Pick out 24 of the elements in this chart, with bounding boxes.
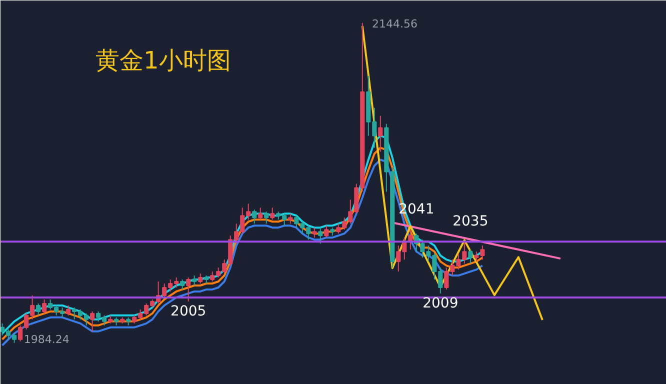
candlestick — [270, 207, 275, 220]
annotation: 2144.56 — [372, 17, 418, 30]
text: 黄金1小时图 — [96, 46, 231, 74]
candlestick — [36, 302, 41, 316]
candlestick — [324, 225, 329, 238]
candlestick — [42, 298, 47, 314]
annotation: 2035 — [452, 214, 488, 230]
candlestick — [264, 211, 269, 224]
candlestick — [258, 207, 263, 220]
candlestick — [288, 213, 293, 224]
candlestick — [192, 275, 197, 286]
candlestick — [378, 115, 383, 152]
candlestick — [66, 304, 71, 316]
annotation: 2005 — [170, 303, 206, 320]
candlestick — [90, 310, 95, 332]
candlestick — [180, 279, 185, 290]
candlestick — [252, 209, 257, 224]
candlestick — [186, 277, 191, 302]
annotation: 2009 — [422, 295, 458, 312]
candlestick — [198, 273, 203, 284]
candlestick — [318, 227, 323, 244]
candlestick — [468, 249, 473, 264]
candlestick — [312, 227, 317, 238]
annotation: 1984.24 — [24, 332, 70, 346]
